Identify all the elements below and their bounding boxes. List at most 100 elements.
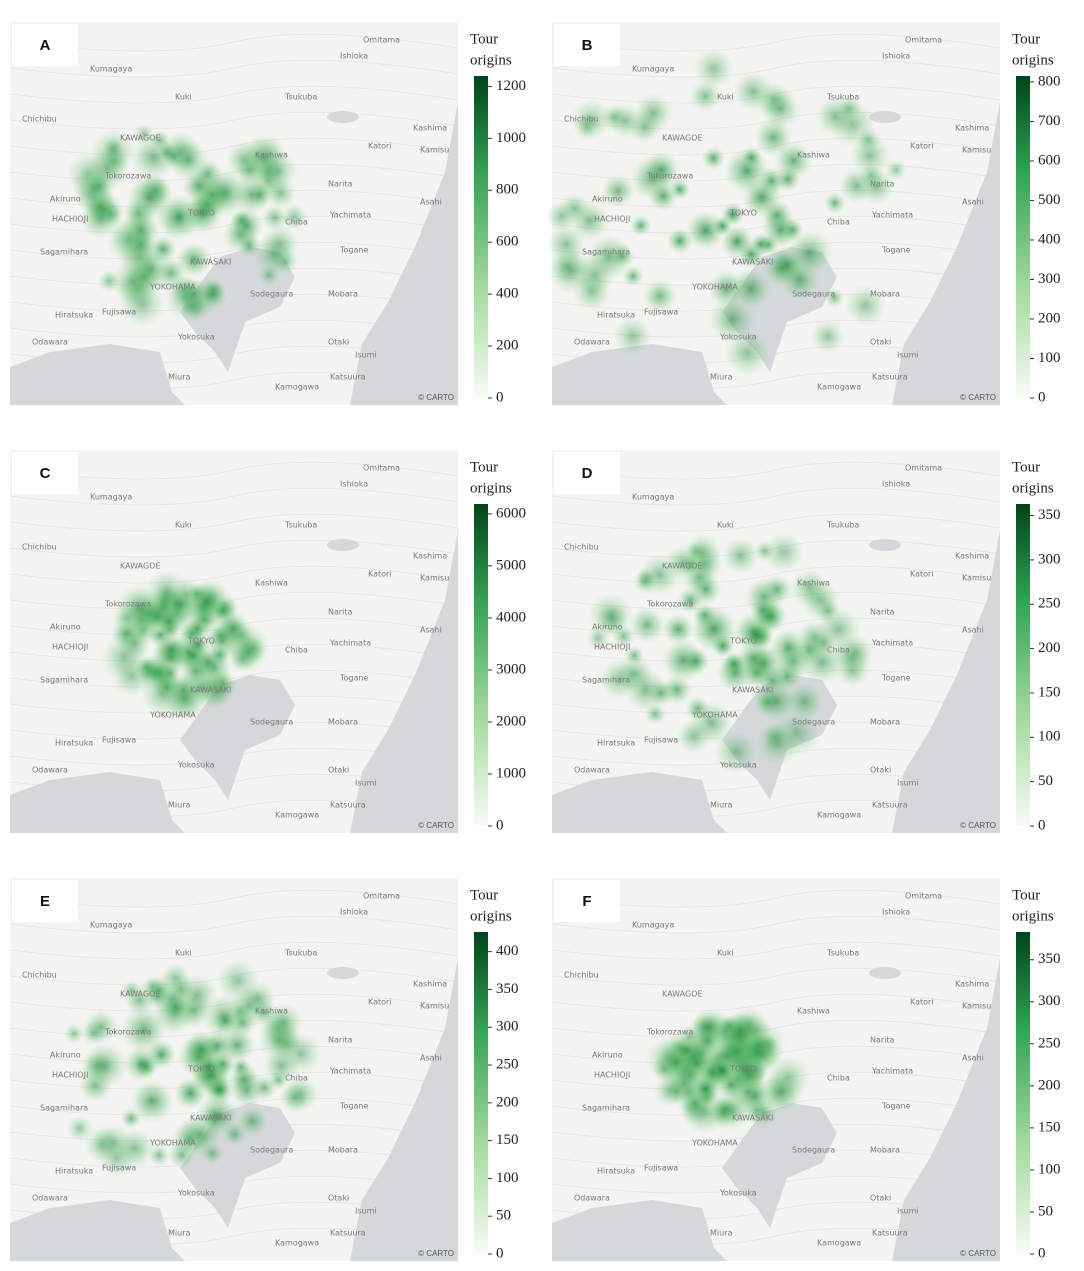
heat-blob: [179, 655, 213, 688]
heat-blob: [209, 1050, 237, 1078]
heat-blob: [643, 151, 680, 189]
map-panel: Kumagaya Omitama Ishioka Kuki Tsukuba Chichib…: [551, 450, 1061, 833]
place-label: Kumagaya: [90, 65, 132, 74]
place-label: Ishioka: [340, 480, 368, 489]
place-label: Kamisu: [962, 146, 991, 155]
place-label: KAWAGOE: [120, 134, 161, 143]
colorbar-tick-label: 200: [496, 338, 519, 354]
place-label: Togane: [881, 674, 910, 683]
panel-label-box: [12, 24, 78, 66]
heat-blob: [740, 146, 763, 169]
place-label: Chiba: [285, 218, 308, 227]
place-label: Kuki: [175, 521, 192, 530]
place-label: Isumi: [897, 779, 919, 788]
heat-blob: [234, 155, 265, 186]
place-label: Sodegaura: [250, 290, 293, 299]
place-label: Hiratsuka: [55, 1167, 93, 1176]
place-label: Sagamihara: [582, 676, 630, 685]
panel-label: E: [40, 893, 50, 910]
place-label: Kamogawa: [275, 1239, 319, 1248]
colorbar-tick-label: 50: [496, 1208, 511, 1224]
heat-blob: [823, 287, 845, 308]
place-label: KAWAGOE: [120, 562, 161, 571]
panel-label: F: [582, 893, 591, 910]
place-label: Odawara: [574, 1194, 610, 1203]
place-label: Yachimata: [871, 639, 913, 648]
heat-blob: [175, 241, 212, 278]
map-road: [9, 539, 459, 558]
heat-blob: [762, 574, 793, 605]
place-label: Asahi: [420, 626, 442, 635]
place-label: HACHIOJI: [594, 1071, 630, 1080]
place-label: Miura: [710, 373, 732, 382]
place-label: Otaki: [870, 766, 891, 775]
place-label: Kumagaya: [632, 65, 674, 74]
place-label: Katsuura: [872, 801, 908, 810]
heat-blob: [835, 633, 874, 672]
map-panel: Kumagaya Omitama Ishioka Kuki Tsukuba Chichib…: [545, 22, 1061, 405]
heat-blob: [647, 679, 675, 707]
place-label: Odawara: [574, 338, 610, 347]
place-label: Asahi: [962, 1054, 984, 1063]
place-label: Asahi: [420, 198, 442, 207]
map-sea: [892, 958, 1000, 1261]
map-lake: [869, 539, 901, 551]
place-label: Akiruno: [592, 623, 623, 632]
place-label: Otaki: [328, 338, 349, 347]
place-label: Akiruno: [50, 623, 81, 632]
place-label: Otaki: [328, 766, 349, 775]
place-label: HACHIOJI: [52, 1071, 88, 1080]
heat-blob: [664, 1051, 688, 1074]
map-sea: [350, 102, 458, 405]
heat-blob: [743, 643, 785, 684]
place-label: Kashima: [955, 124, 989, 133]
heat-blob: [644, 702, 667, 726]
place-label: Sodegaura: [792, 1146, 835, 1155]
place-label: Akiruno: [50, 1051, 81, 1060]
heat-blob: [628, 606, 666, 644]
heat-blob: [633, 92, 674, 134]
colorbar-title: origins: [470, 908, 512, 924]
colorbar-tick-label: 250: [496, 1056, 519, 1072]
place-label: HACHIOJI: [52, 215, 88, 224]
colorbar-tick-label: 50: [1038, 773, 1053, 789]
colorbar-title: Tour: [470, 31, 498, 47]
heat-blob: [685, 210, 726, 251]
heat-blob: [720, 225, 754, 259]
place-label: Omitama: [363, 464, 400, 473]
place-label: Odawara: [32, 766, 68, 775]
heat-blob: [844, 284, 887, 327]
heat-blob: [823, 191, 846, 214]
colorbar-tick-label: 300: [1038, 993, 1061, 1009]
heat-blob: [262, 1046, 301, 1085]
heat-blob: [689, 80, 722, 113]
place-label: Kumagaya: [90, 921, 132, 930]
colorbar-tick-label: 200: [1038, 1077, 1061, 1093]
place-label: Omitama: [905, 36, 942, 45]
place-label: Omitama: [905, 464, 942, 473]
place-label: Tokorozawa: [104, 1028, 151, 1037]
place-label: Sagamihara: [582, 1104, 630, 1113]
heat-blob: [749, 233, 772, 256]
place-label: YOKOHAMA: [149, 283, 196, 292]
map-road: [551, 941, 1001, 960]
place-label: Yokosuka: [177, 761, 215, 770]
heat-blob: [114, 1128, 156, 1170]
place-label: Tsukuba: [826, 949, 859, 958]
colorbar-tick-label: 1000: [496, 765, 526, 781]
colorbar: [1016, 76, 1030, 398]
map-road: [551, 889, 1001, 908]
place-label: Kumagaya: [632, 921, 674, 930]
map-panel: Kumagaya Omitama Ishioka Kuki Tsukuba Chichib…: [9, 878, 519, 1261]
place-label: Kumagaya: [632, 493, 674, 502]
place-label: TOKYO: [729, 637, 757, 646]
place-label: Kashima: [413, 124, 447, 133]
place-label: Kashiwa: [797, 151, 830, 160]
place-label: Chichibu: [564, 543, 599, 552]
colorbar-tick-label: 350: [1038, 951, 1061, 967]
place-label: Miura: [710, 801, 732, 810]
map-lake: [869, 967, 901, 979]
place-label: KAWASAKI: [190, 258, 231, 267]
map-road: [9, 85, 459, 104]
heat-blob: [167, 139, 209, 181]
